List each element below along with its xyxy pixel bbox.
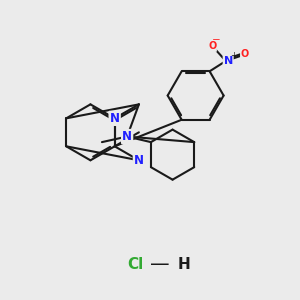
Text: H: H xyxy=(178,257,190,272)
Text: Cl: Cl xyxy=(127,257,143,272)
Text: O: O xyxy=(208,41,216,51)
Text: —: — xyxy=(151,255,170,274)
Text: +: + xyxy=(231,51,238,60)
Text: N: N xyxy=(134,154,144,167)
Text: N: N xyxy=(110,112,120,125)
Text: O: O xyxy=(241,49,249,59)
Text: N: N xyxy=(122,130,132,143)
Text: −: − xyxy=(212,35,220,45)
Text: N: N xyxy=(224,56,233,66)
